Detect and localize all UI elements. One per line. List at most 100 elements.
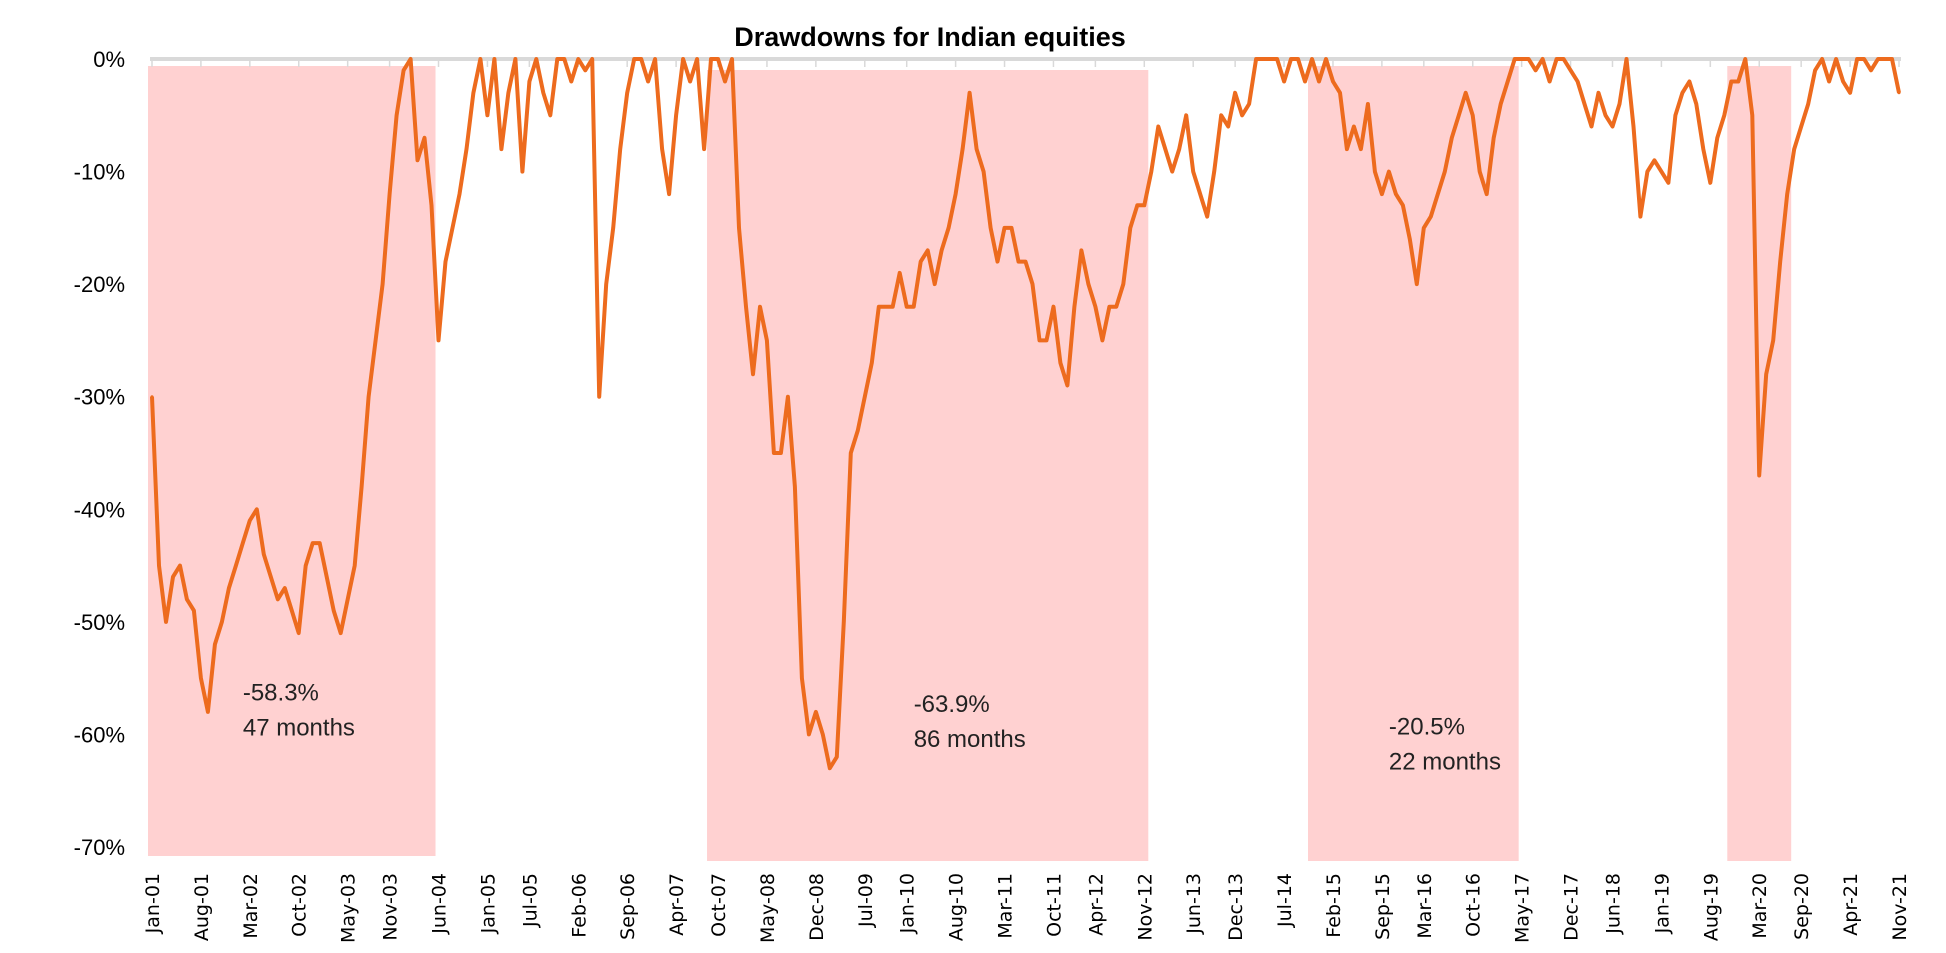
x-tick-label: Dec-17 (1561, 873, 1583, 941)
data-point (1226, 125, 1230, 129)
data-point (849, 451, 853, 455)
data-point (947, 226, 951, 230)
data-point (1450, 136, 1454, 140)
data-point (499, 147, 503, 151)
data-point (625, 91, 629, 95)
data-point (1170, 170, 1174, 174)
data-point (150, 395, 154, 399)
data-point (1876, 57, 1880, 61)
x-tick-label: Oct-07 (708, 873, 730, 937)
x-tick-label: May-03 (338, 873, 360, 943)
y-tick-label: -60% (74, 722, 125, 747)
x-tick-label: Feb-06 (568, 873, 590, 938)
data-point (744, 305, 748, 309)
x-tick-label: Sep-06 (617, 873, 639, 940)
data-point (1114, 305, 1118, 309)
data-point (485, 113, 489, 117)
data-point (632, 57, 636, 61)
data-point (1065, 383, 1069, 387)
data-point (835, 755, 839, 759)
x-tick-label: Dec-08 (806, 873, 828, 941)
data-point (1457, 113, 1461, 117)
data-point (548, 113, 552, 117)
data-point (856, 428, 860, 432)
data-point (1862, 57, 1866, 61)
data-point (772, 451, 776, 455)
data-point (430, 203, 434, 207)
data-point (1555, 57, 1559, 61)
data-point (339, 631, 343, 635)
data-point (1638, 215, 1642, 219)
x-tick-label: Apr-12 (1085, 873, 1107, 936)
data-point (1163, 147, 1167, 151)
data-point (800, 676, 804, 680)
x-tick-label: Oct-11 (1043, 873, 1065, 937)
data-point (653, 57, 657, 61)
x-tick-label: Jan-05 (477, 873, 499, 934)
data-point (1666, 181, 1670, 185)
data-point (1366, 102, 1370, 106)
data-point (975, 147, 979, 151)
data-point (1261, 57, 1265, 61)
drawdown-depth-label: -20.5% (1389, 713, 1465, 740)
data-point (709, 57, 713, 61)
data-point (933, 282, 937, 286)
data-point (464, 147, 468, 151)
drawdown-depth-label: -58.3% (243, 680, 319, 707)
x-tick-label: May-08 (757, 873, 779, 943)
data-point (1100, 338, 1104, 342)
data-point (1401, 203, 1405, 207)
data-point (1729, 80, 1733, 84)
x-tick-label: Nov-03 (380, 873, 402, 941)
data-point (164, 620, 168, 624)
data-point (1037, 338, 1041, 342)
shaded-period-3 (1308, 66, 1519, 861)
data-point (1736, 80, 1740, 84)
x-tick-label: Oct-16 (1463, 873, 1485, 937)
data-point (1541, 57, 1545, 61)
data-point (1485, 192, 1489, 196)
data-point (325, 575, 329, 579)
x-tick-label: Jan-19 (1651, 873, 1673, 934)
data-point (807, 732, 811, 736)
x-tick-label: Feb-15 (1323, 873, 1345, 938)
data-point (1506, 80, 1510, 84)
data-point (1687, 80, 1691, 84)
data-point (1142, 203, 1146, 207)
x-tick-label: Oct-02 (289, 873, 311, 937)
data-point (283, 586, 287, 590)
data-point (688, 80, 692, 84)
data-point (1121, 282, 1125, 286)
data-point (185, 597, 189, 601)
data-point (1079, 248, 1083, 252)
data-point (248, 519, 252, 523)
data-point (1128, 226, 1132, 230)
data-point (213, 642, 217, 646)
data-point (1093, 305, 1097, 309)
data-point (716, 57, 720, 61)
data-point (1624, 57, 1628, 61)
data-point (367, 395, 371, 399)
data-point (1743, 57, 1747, 61)
data-point (1191, 170, 1195, 174)
data-point (1380, 192, 1384, 196)
data-point (1576, 80, 1580, 84)
data-point (1464, 91, 1468, 95)
data-point (255, 507, 259, 511)
data-point (443, 260, 447, 264)
data-point (1841, 80, 1845, 84)
data-point (1513, 57, 1517, 61)
data-point (269, 575, 273, 579)
data-point (1422, 226, 1426, 230)
data-point (1778, 260, 1782, 264)
data-point (737, 226, 741, 230)
x-axis-ticks: Jan-01 Aug-01 Mar-02 Oct-02 May-03 Nov-03 Jun-… (142, 873, 1911, 943)
data-point (814, 710, 818, 714)
data-point (870, 361, 874, 365)
data-point (1030, 282, 1034, 286)
data-point (1478, 170, 1482, 174)
data-point (1233, 91, 1237, 95)
data-point (1799, 125, 1803, 129)
data-point (1107, 305, 1111, 309)
data-point (1212, 170, 1216, 174)
